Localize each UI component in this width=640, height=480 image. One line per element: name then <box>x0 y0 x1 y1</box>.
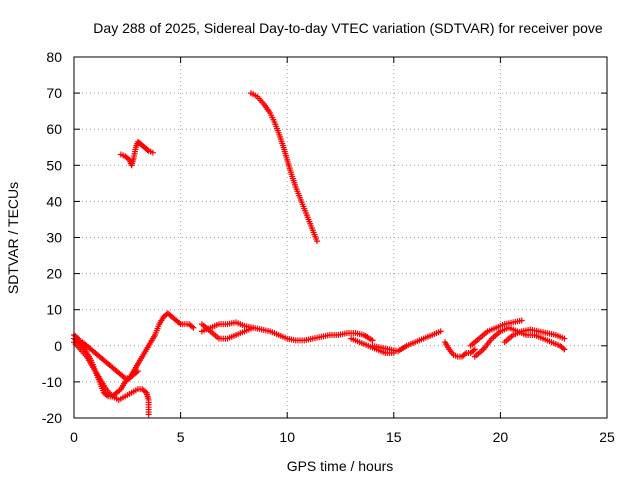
data-point <box>149 149 156 156</box>
y-tick-label: -20 <box>42 410 62 426</box>
x-tick-label: 20 <box>493 429 509 445</box>
series-arc-12 <box>467 317 525 349</box>
x-axis-label: GPS time / hours <box>287 458 394 474</box>
y-tick-label: 40 <box>46 193 62 209</box>
data-point <box>144 146 151 153</box>
series-arc-11 <box>471 324 568 360</box>
data-point <box>369 337 376 344</box>
series-arc-9 <box>348 335 397 357</box>
data-point <box>561 346 568 353</box>
y-tick-label: 20 <box>46 266 62 282</box>
y-tick-label: 70 <box>46 85 62 101</box>
x-tick-label: 10 <box>279 429 295 445</box>
series-arc-13 <box>501 326 568 346</box>
data-point <box>190 324 197 331</box>
data-point <box>437 328 444 335</box>
series-arc-8 <box>369 328 444 355</box>
y-tick-label: 60 <box>46 121 62 137</box>
data-point <box>471 346 478 353</box>
data-point <box>518 317 525 324</box>
grid-lines <box>74 57 607 418</box>
x-tick-label: 25 <box>599 429 615 445</box>
y-axis-label: SDTVAR / TECUs <box>5 182 21 294</box>
data-point <box>314 238 321 245</box>
y-tick-label: -10 <box>42 374 62 390</box>
y-tick-label: 30 <box>46 230 62 246</box>
data-point <box>134 368 141 375</box>
data-point <box>145 411 152 418</box>
x-tick-label: 5 <box>177 429 185 445</box>
plot-frame <box>73 56 608 419</box>
data-point <box>390 350 397 357</box>
x-tick-label: 15 <box>386 429 402 445</box>
data-point <box>561 335 568 342</box>
data-point <box>250 324 257 331</box>
series-arc-4 <box>117 138 156 169</box>
y-tick-label: 50 <box>46 157 62 173</box>
series-arc-7 <box>198 321 257 342</box>
series-arc-6 <box>198 319 376 344</box>
y-tick-label: 10 <box>46 302 62 318</box>
y-tick-label: 0 <box>54 338 62 354</box>
axis-ticks: 0 5 10 15 20 25 -20 -10 0 10 20 30 40 50 60 70 80 <box>42 49 615 445</box>
series-arc-10 <box>441 339 478 360</box>
data-points <box>71 90 568 418</box>
x-tick-label: 0 <box>70 429 78 445</box>
series-arc-3 <box>71 335 141 382</box>
series-arc-2 <box>71 339 152 418</box>
series-arc-1 <box>71 310 197 400</box>
series-arc-5 <box>247 90 321 245</box>
chart-title: Day 288 of 2025, Sidereal Day-to-day VTE… <box>93 20 603 36</box>
y-tick-label: 80 <box>46 49 62 65</box>
